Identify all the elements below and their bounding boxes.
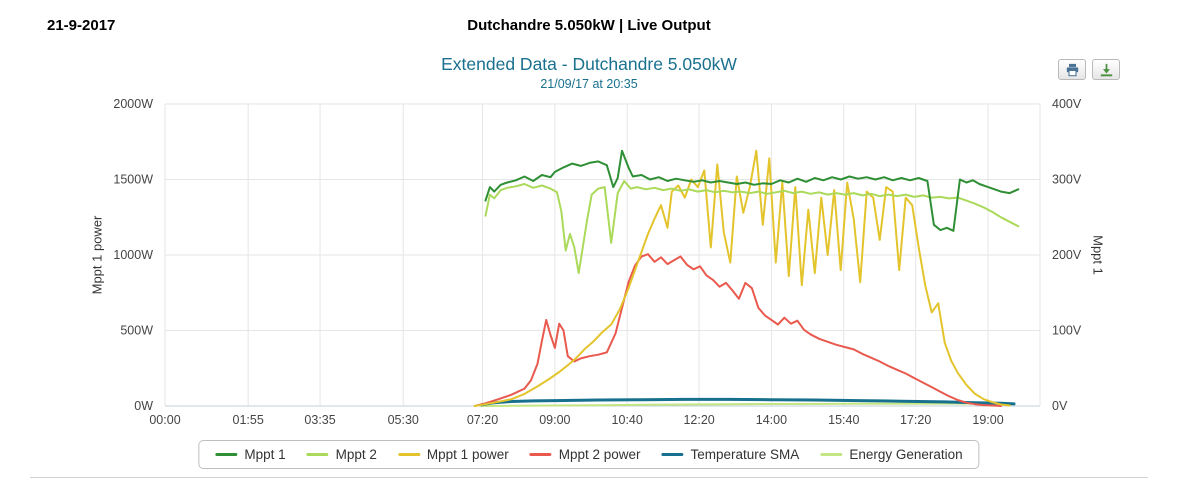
- legend-label: Mppt 2 power: [558, 447, 641, 462]
- page-title: Dutchandre 5.050kW | Live Output: [467, 17, 711, 34]
- right-axis-tick: 100V: [1052, 324, 1082, 338]
- legend-label: Mppt 2: [335, 447, 377, 462]
- left-axis-tick: 1000W: [113, 248, 153, 262]
- series-temperature-sma: [479, 397, 1016, 407]
- legend-swatch: [397, 453, 420, 456]
- x-axis-tick: 00:00: [149, 413, 180, 427]
- series-mppt-2-power: [473, 253, 1002, 407]
- right-axis-tick: 0V: [1052, 399, 1068, 413]
- legend-item-mppt-2-power[interactable]: Mppt 2 power: [529, 447, 641, 462]
- legend-label: Mppt 1: [244, 447, 286, 462]
- series-mppt-1-power: [473, 149, 1011, 407]
- right-axis-tick: 200V: [1052, 248, 1082, 262]
- bottom-divider: [30, 477, 1148, 478]
- legend-item-mppt-1[interactable]: Mppt 1: [215, 447, 286, 462]
- x-axis-tick: 10:40: [612, 413, 643, 427]
- x-axis-tick: 19:00: [972, 413, 1003, 427]
- x-axis-tick: 09:00: [539, 413, 570, 427]
- download-icon: [1100, 63, 1112, 76]
- x-axis-tick: 12:20: [683, 413, 714, 427]
- chart-title: Extended Data - Dutchandre 5.050kW: [441, 54, 737, 74]
- x-axis-tick: 14:00: [756, 413, 787, 427]
- legend-swatch: [215, 453, 238, 456]
- export-toolbar: [1058, 59, 1120, 80]
- right-axis-tick: 400V: [1052, 97, 1082, 111]
- x-axis-tick: 03:35: [304, 413, 335, 427]
- legend-swatch: [306, 453, 329, 456]
- x-axis-tick: 05:30: [388, 413, 419, 427]
- left-axis-tick: 500W: [120, 324, 153, 338]
- right-axis-tick: 300V: [1052, 173, 1082, 187]
- left-axis-title: Mppt 1 power: [89, 215, 105, 295]
- date-label: 21-9-2017: [47, 17, 116, 34]
- x-axis-tick: 15:40: [828, 413, 859, 427]
- x-axis-tick: 07:20: [467, 413, 498, 427]
- legend-label: Mppt 1 power: [426, 447, 509, 462]
- download-button[interactable]: [1092, 59, 1120, 80]
- legend-swatch: [661, 453, 684, 456]
- series-mppt-2: [484, 180, 1020, 275]
- printer-icon: [1066, 63, 1078, 76]
- right-axis-title: Mppt 1: [1090, 235, 1106, 275]
- legend-swatch: [820, 453, 843, 456]
- series-mppt-1: [484, 149, 1020, 232]
- legend-item-mppt-1-power[interactable]: Mppt 1 power: [397, 447, 509, 462]
- x-axis-tick: 17:20: [900, 413, 931, 427]
- left-axis-tick: 0W: [134, 399, 153, 413]
- x-axis-tick: 01:55: [233, 413, 264, 427]
- print-button[interactable]: [1058, 59, 1086, 80]
- legend-swatch: [529, 453, 552, 456]
- legend: Mppt 1 Mppt 2 Mppt 1 power Mppt 2 power Temp…: [198, 440, 980, 469]
- legend-label: Temperature SMA: [690, 447, 800, 462]
- legend-label: Energy Generation: [849, 447, 963, 462]
- left-axis-tick: 2000W: [113, 97, 153, 111]
- chart-subtitle: 21/09/17 at 20:35: [540, 77, 638, 91]
- left-axis-tick: 1500W: [113, 173, 153, 187]
- legend-item-energy-generation[interactable]: Energy Generation: [820, 447, 963, 462]
- legend-item-temperature-sma[interactable]: Temperature SMA: [661, 447, 800, 462]
- series-energy-generation: [480, 402, 1015, 407]
- legend-item-mppt-2[interactable]: Mppt 2: [306, 447, 377, 462]
